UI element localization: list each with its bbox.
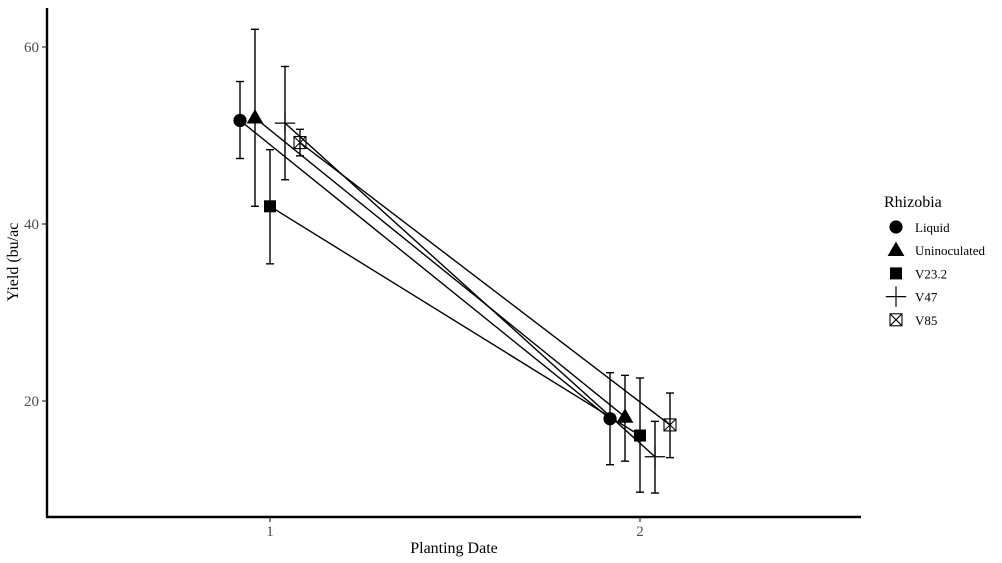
- data-point: [233, 113, 247, 128]
- legend-item: V85: [889, 313, 937, 328]
- legend-item: V47: [885, 286, 938, 307]
- series-line: [269, 205, 641, 437]
- legend-label: Uninoculated: [915, 243, 986, 258]
- legend-label: Liquid: [915, 220, 950, 235]
- legend-key: [885, 286, 907, 307]
- legend-label: V23.2: [915, 266, 947, 281]
- legend-key: [889, 313, 903, 327]
- legend-key: [887, 241, 905, 256]
- data-point: [644, 446, 666, 467]
- legend-key: [889, 220, 903, 234]
- data-point: [264, 200, 276, 213]
- data-point: [246, 109, 264, 124]
- legend-title: Rhizobia: [884, 194, 942, 211]
- data-point: [634, 429, 646, 442]
- legend-key: [890, 267, 902, 280]
- series-line: [254, 117, 626, 418]
- series-line: [299, 142, 671, 426]
- legend: Rhizobia Liquid Uninoculated V23.2 V47 V85: [884, 194, 986, 328]
- legend-label: V85: [915, 313, 937, 328]
- plot-area: [233, 28, 677, 494]
- x-axis-title: Planting Date: [410, 540, 498, 557]
- data-point: [616, 408, 634, 423]
- legend-label: V47: [915, 290, 938, 305]
- y-axis-title: Yield (bu/ac: [5, 223, 22, 302]
- legend-item: Liquid: [889, 220, 950, 235]
- data-point: [274, 112, 296, 134]
- series-line: [239, 119, 611, 420]
- x-tick-label: 2: [636, 524, 644, 540]
- data-point: [293, 136, 307, 150]
- data-point: [663, 418, 677, 432]
- y-ticks: 20 40 60: [24, 40, 47, 410]
- x-tick-label: 1: [266, 524, 274, 540]
- data-point: [603, 412, 617, 426]
- y-tick-label: 40: [24, 217, 39, 233]
- y-tick-label: 20: [24, 394, 39, 410]
- legend-item: Uninoculated: [887, 241, 986, 258]
- y-tick-label: 60: [24, 40, 39, 56]
- legend-item: V23.2: [890, 266, 947, 281]
